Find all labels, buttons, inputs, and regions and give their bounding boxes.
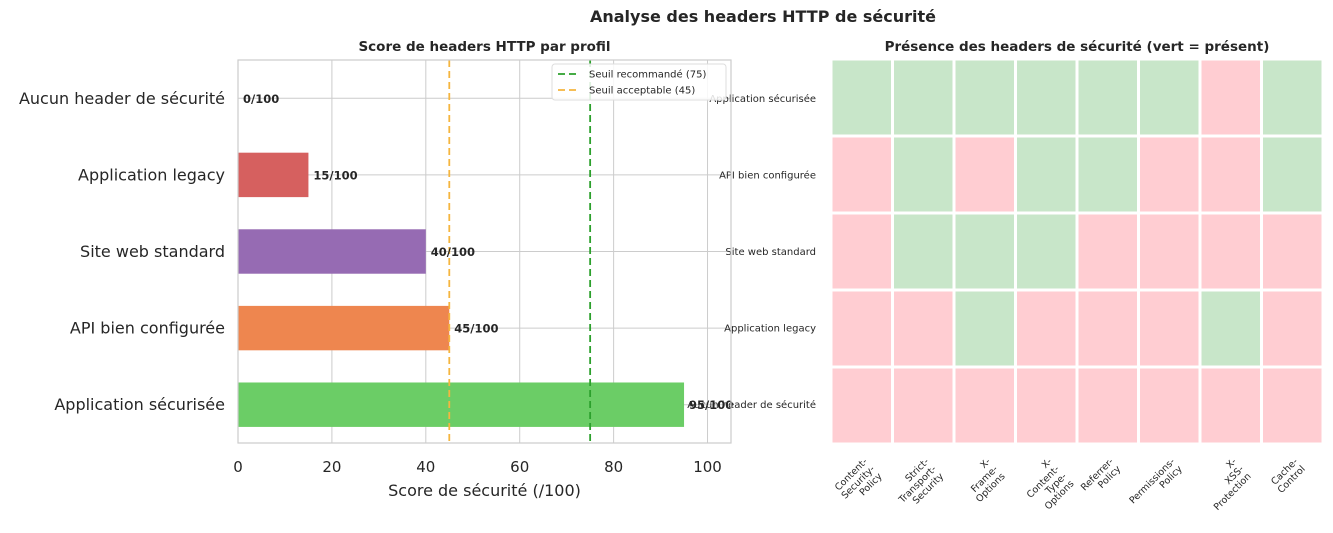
heatmap-cell [1260, 365, 1325, 446]
heatmap-cell [1198, 57, 1263, 138]
y-category-label: Application sécurisée [54, 395, 225, 414]
x-tick-label: 80 [604, 458, 623, 476]
column-label-text: X-XSS-Protection [1197, 456, 1254, 513]
heatmap-cell [952, 134, 1017, 215]
column-label: Cache-Control [1268, 456, 1307, 495]
heatmap-cell [891, 211, 956, 292]
bar-value-label: 0/100 [243, 92, 279, 106]
y-category-label: Aucun header de sécurité [19, 89, 225, 108]
column-label-text: Cache-Control [1268, 456, 1307, 495]
heatmap-cell [1198, 365, 1263, 446]
heatmap-cell [1014, 57, 1079, 138]
heatmap-cell [829, 288, 894, 369]
column-label-text: Content-Security-Policy [832, 456, 885, 509]
heatmap-cell [952, 288, 1017, 369]
bar-value-label: 95/100 [689, 398, 733, 412]
column-label: Content-Security-Policy [832, 456, 885, 509]
legend-label: Seuil acceptable (45) [589, 86, 695, 97]
heatmap-cell [829, 365, 894, 446]
column-label-text: X-Content-Type-Options [1017, 456, 1076, 515]
legend: Seuil recommandé (75) Seuil acceptable (4… [551, 63, 727, 101]
legend-box [551, 63, 727, 101]
column-label-text: Permissions-Policy [1127, 456, 1185, 514]
bar-1 [238, 305, 450, 351]
x-tick-label: 60 [510, 458, 529, 476]
column-label: X-XSS-Protection [1197, 456, 1254, 513]
x-tick-label: 100 [693, 458, 722, 476]
column-label-text: Referrer-Policy [1079, 456, 1124, 501]
heatmap-cell [1260, 57, 1325, 138]
heatmap-cell [1137, 134, 1202, 215]
x-tick-label: 40 [416, 458, 435, 476]
x-tick-label: 0 [233, 458, 243, 476]
right-annotation: Application legacy [724, 324, 816, 335]
heatmap-cell [1198, 288, 1263, 369]
heatmap-cell [1198, 134, 1263, 215]
y-category-label: API bien configurée [70, 319, 225, 338]
heatmap-cell [1075, 134, 1140, 215]
heatmap-cell [829, 211, 894, 292]
x-tick-label: 20 [322, 458, 341, 476]
bar-chart-title: Score de headers HTTP par profil [358, 39, 610, 55]
bar-plot-frame [237, 59, 732, 444]
heatmap-cell [891, 134, 956, 215]
bar-value-label: 15/100 [313, 168, 357, 182]
heatmap-cell [891, 365, 956, 446]
heatmap-cell [1075, 288, 1140, 369]
column-label: Strict-Transport-Security [889, 456, 946, 513]
heatmap-cell [891, 288, 956, 369]
right-annotation: Site web standard [725, 247, 816, 258]
heatmap-cell [1260, 134, 1325, 215]
column-label-text: Strict-Transport-Security [889, 456, 946, 513]
heatmap-cell [1260, 288, 1325, 369]
bar-0 [238, 382, 685, 427]
bar-2 [238, 229, 426, 274]
heatmap-cell [1014, 365, 1079, 446]
heatmap-cell [1014, 288, 1079, 369]
heatmap-cell [1075, 57, 1140, 138]
right-annotation: Aucun header de sécurité [687, 399, 816, 411]
heatmap-cell [952, 57, 1017, 138]
column-label: Referrer-Policy [1079, 456, 1124, 501]
heatmap-cell [1137, 288, 1202, 369]
heatmap-cell [1137, 211, 1202, 292]
bar-value-label: 45/100 [454, 322, 498, 336]
column-label: Permissions-Policy [1127, 456, 1185, 514]
column-label: X-Content-Type-Options [1017, 456, 1077, 515]
column-label-text: X-Frame-Options [959, 456, 1008, 505]
x-axis-label: Score de sécurité (/100) [388, 481, 581, 500]
heatmap-cell [1137, 57, 1202, 138]
bar-value-label: 40/100 [431, 245, 475, 259]
heatmap-cell [952, 365, 1017, 446]
right-annotation: API bien configurée [719, 169, 816, 181]
figure-title: Analyse des headers HTTP de sécurité [589, 7, 937, 26]
bar-3 [238, 152, 309, 198]
heatmap-title: Présence des headers de sécurité (vert =… [885, 39, 1270, 55]
heatmap-cell [829, 57, 894, 138]
heatmap-cell [1014, 134, 1079, 215]
y-category-label: Site web standard [80, 242, 225, 261]
heatmap-cell [1075, 365, 1140, 446]
heatmap-cell [1198, 211, 1263, 292]
heatmap-cell [829, 134, 894, 215]
heatmap-cell [891, 57, 956, 138]
y-category-label: Application legacy [78, 165, 225, 184]
heatmap-cell [1075, 211, 1140, 292]
column-label: X-Frame-Options [959, 456, 1008, 505]
right-annotation: Application sécurisée [709, 93, 816, 105]
heatmap-cell [1260, 211, 1325, 292]
heatmap-cell [1014, 211, 1079, 292]
heatmap-cell [952, 211, 1017, 292]
heatmap-cell [1137, 365, 1202, 446]
legend-label: Seuil recommandé (75) [589, 69, 706, 81]
